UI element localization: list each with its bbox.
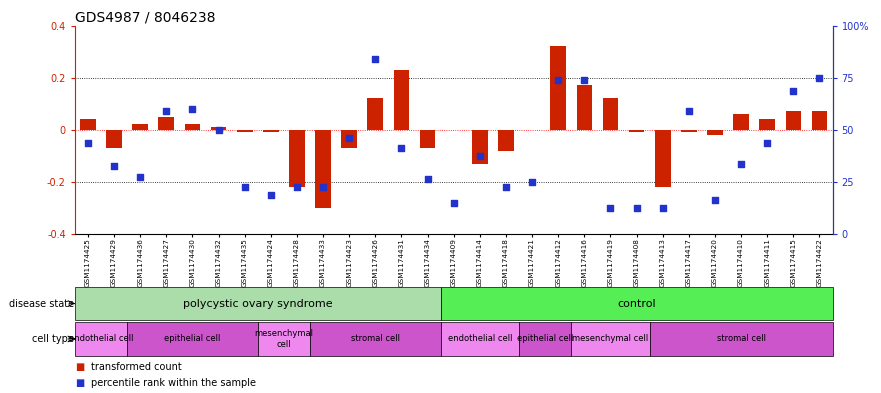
Text: GDS4987 / 8046238: GDS4987 / 8046238 — [75, 10, 215, 24]
Bar — [258, 322, 310, 356]
Point — [787, 88, 801, 94]
Point — [682, 108, 696, 115]
Bar — [107, 130, 122, 148]
Bar — [185, 125, 200, 130]
Bar — [211, 127, 226, 130]
Bar — [289, 130, 305, 187]
Point — [760, 140, 774, 146]
Point — [447, 199, 461, 206]
Text: epithelial cell: epithelial cell — [517, 334, 574, 343]
Text: endothelial cell: endothelial cell — [69, 334, 133, 343]
Point — [655, 205, 670, 211]
Text: control: control — [618, 299, 656, 309]
Text: ■: ■ — [75, 362, 84, 373]
Point — [420, 176, 434, 182]
Bar — [419, 130, 435, 148]
Point — [81, 140, 95, 146]
Text: disease state: disease state — [9, 299, 74, 309]
Point — [499, 184, 513, 190]
Bar — [440, 287, 833, 320]
Bar — [786, 112, 801, 130]
Bar — [603, 98, 618, 130]
Text: cell type: cell type — [33, 334, 74, 344]
Bar — [75, 287, 440, 320]
Bar — [576, 85, 592, 130]
Bar — [80, 119, 96, 130]
Text: transformed count: transformed count — [91, 362, 181, 373]
Text: epithelial cell: epithelial cell — [164, 334, 220, 343]
Point — [577, 77, 591, 83]
Bar — [394, 70, 410, 130]
Point — [473, 152, 487, 159]
Text: mesenchymal
cell: mesenchymal cell — [255, 329, 314, 349]
Text: endothelial cell: endothelial cell — [448, 334, 512, 343]
Point — [525, 178, 539, 185]
Point — [812, 74, 826, 81]
Text: polycystic ovary syndrome: polycystic ovary syndrome — [183, 299, 333, 309]
Bar — [472, 130, 488, 163]
Point — [603, 205, 618, 211]
Bar — [440, 322, 519, 356]
Bar — [315, 130, 331, 208]
Bar — [127, 322, 258, 356]
Point — [316, 184, 330, 190]
Bar — [759, 119, 775, 130]
Bar — [75, 322, 127, 356]
Bar — [310, 322, 440, 356]
Bar — [159, 117, 174, 130]
Bar — [367, 98, 383, 130]
Point — [368, 56, 382, 62]
Point — [630, 205, 644, 211]
Point — [552, 77, 566, 83]
Bar — [341, 130, 357, 148]
Bar — [132, 125, 148, 130]
Point — [238, 184, 252, 190]
Bar — [571, 322, 649, 356]
Bar — [733, 114, 749, 130]
Point — [107, 163, 121, 169]
Point — [185, 106, 199, 112]
Point — [133, 173, 147, 180]
Point — [734, 160, 748, 167]
Bar — [649, 322, 833, 356]
Point — [263, 192, 278, 198]
Point — [342, 134, 356, 141]
Point — [211, 127, 226, 133]
Bar — [655, 130, 670, 187]
Point — [159, 108, 174, 115]
Point — [395, 145, 409, 151]
Text: stromal cell: stromal cell — [351, 334, 400, 343]
Bar — [498, 130, 514, 151]
Bar — [811, 112, 827, 130]
Text: ■: ■ — [75, 378, 84, 388]
Bar — [519, 322, 571, 356]
Text: stromal cell: stromal cell — [716, 334, 766, 343]
Bar — [551, 46, 566, 130]
Text: mesenchymal cell: mesenchymal cell — [573, 334, 648, 343]
Bar — [681, 130, 697, 132]
Bar — [237, 130, 253, 132]
Bar — [629, 130, 644, 132]
Point — [708, 197, 722, 203]
Point — [290, 184, 304, 190]
Bar — [263, 130, 278, 132]
Text: percentile rank within the sample: percentile rank within the sample — [91, 378, 255, 388]
Bar — [707, 130, 722, 135]
